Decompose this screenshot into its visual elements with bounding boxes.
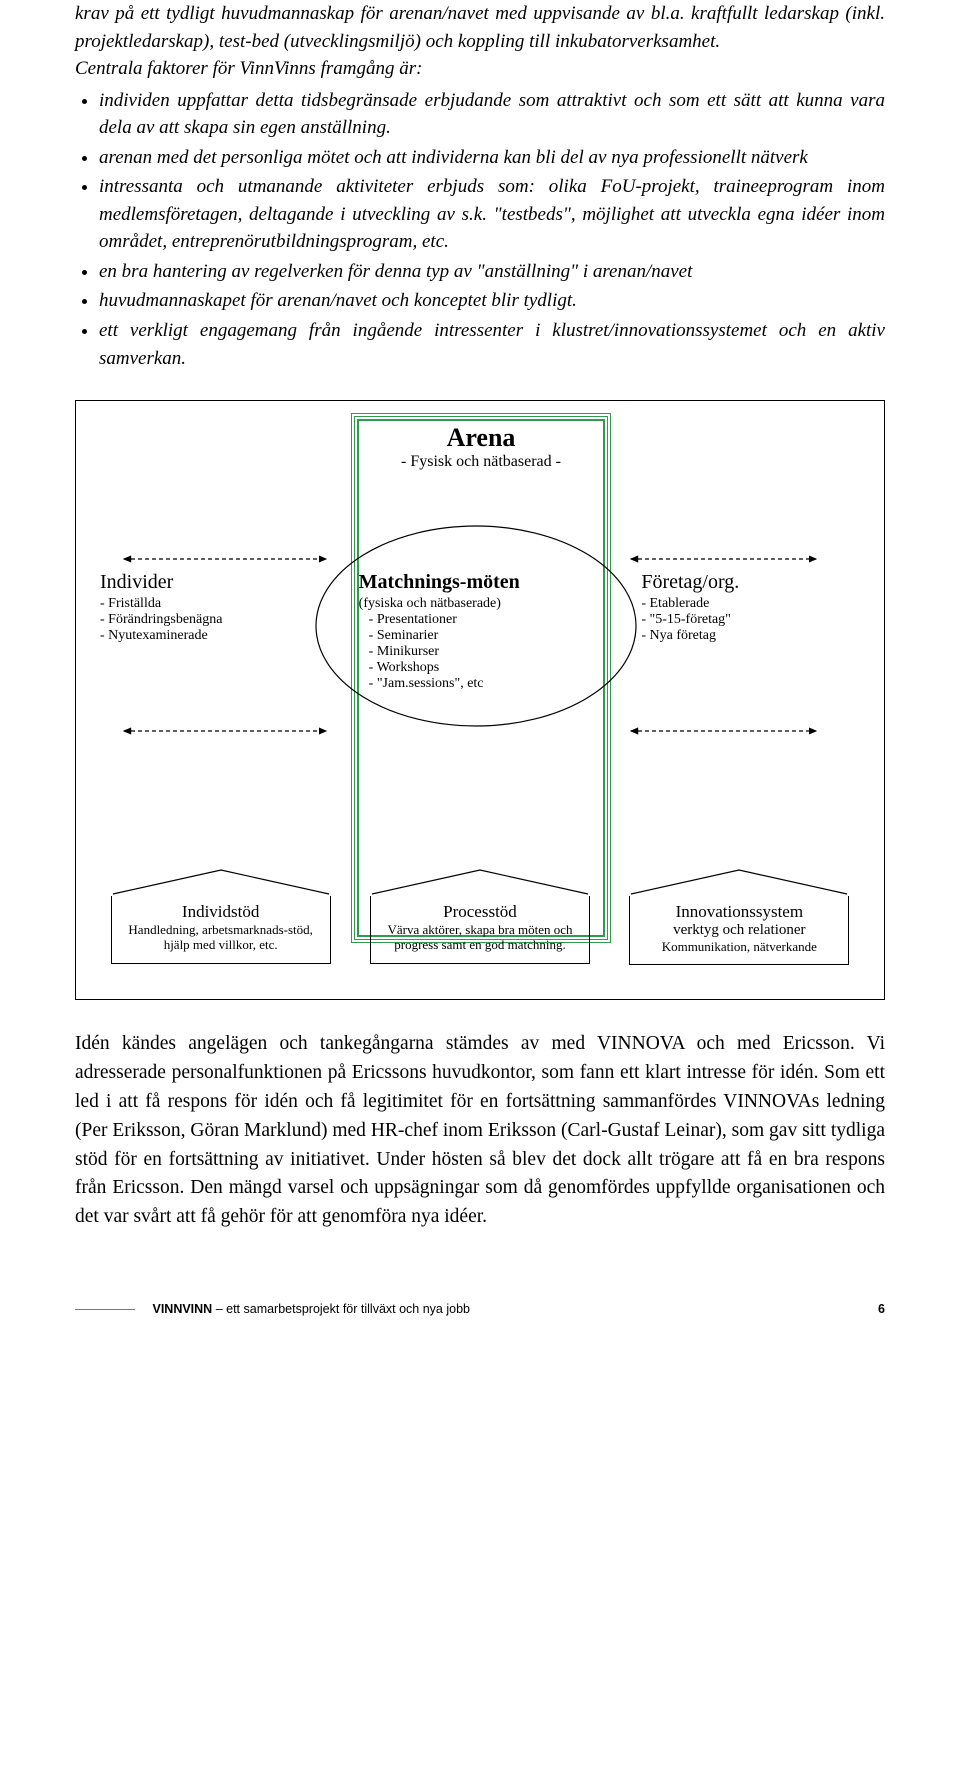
after-paragraph: Idén kändes angelägen och tankegångarna … xyxy=(75,1030,885,1232)
bullet-item: en bra hantering av regelverken för denn… xyxy=(99,258,885,286)
bullet-item: ett verkligt engagemang från ingående in… xyxy=(99,317,885,372)
page-footer: VINNVINN – ett samarbetsprojekt för till… xyxy=(75,1302,885,1316)
footer-project-bold: VINNVINN xyxy=(152,1302,212,1316)
individer-column: Individer Friställda Förändringsbenägna … xyxy=(100,571,319,644)
foretag-item: Etablerade xyxy=(641,596,860,612)
matchning-item: Seminarier xyxy=(369,628,612,644)
arena-heading: Arena - Fysisk och nätbaserad - xyxy=(351,423,611,471)
house-title: Innovationssystem xyxy=(638,902,840,922)
matchning-subtitle: (fysiska och nätbaserade) xyxy=(359,596,612,612)
house-desc: Värva aktörer, skapa bra möten och progr… xyxy=(379,922,581,953)
matchning-title: Matchnings-möten xyxy=(359,571,612,594)
matchning-item: Presentationer xyxy=(369,612,612,628)
house-desc: Handledning, arbetsmarknads-stöd, hjälp … xyxy=(120,922,322,953)
foretag-item: "5-15-företag" xyxy=(641,612,860,628)
individer-title: Individer xyxy=(100,571,319,594)
foretag-item: Nya företag xyxy=(641,628,860,644)
arena-subtitle: - Fysisk och nätbaserad - xyxy=(351,453,611,471)
roof-icon xyxy=(629,866,849,896)
house-processtod: Processtöd Värva aktörer, skapa bra möte… xyxy=(370,866,590,966)
house-title: Individstöd xyxy=(120,902,322,922)
bullet-item: huvudmannaskapet för arenan/navet och ko… xyxy=(99,287,885,315)
bullet-item: arenan med det personliga mötet och att … xyxy=(99,144,885,172)
bullet-list: individen uppfattar detta tidsbegränsade… xyxy=(75,87,885,372)
intro-paragraph-1: krav på ett tydligt huvudmannaskap för a… xyxy=(75,0,885,55)
page-number: 6 xyxy=(878,1302,885,1316)
house-title: Processtöd xyxy=(379,902,581,922)
individer-item: Förändringsbenägna xyxy=(100,612,319,628)
house-innovation: Innovationssystem verktyg och relationer… xyxy=(629,866,849,966)
matchning-item: Workshops xyxy=(369,660,612,676)
individer-item: Friställda xyxy=(100,596,319,612)
house-individstod: Individstöd Handledning, arbetsmarknads-… xyxy=(111,866,331,966)
matchning-column: Matchnings-möten (fysiska och nätbaserad… xyxy=(319,571,612,692)
foretag-column: Företag/org. Etablerade "5-15-företag" N… xyxy=(611,571,860,644)
bullet-item: intressanta och utmanande aktiviteter er… xyxy=(99,173,885,256)
arena-diagram: Arena - Fysisk och nätbaserad - xyxy=(75,400,885,1000)
roof-icon xyxy=(111,866,331,896)
footer-project-rest: – ett samarbetsprojekt för tillväxt och … xyxy=(212,1302,470,1316)
arena-title-text: Arena xyxy=(351,423,611,453)
bullet-item: individen uppfattar detta tidsbegränsade… xyxy=(99,87,885,142)
roof-icon xyxy=(370,866,590,896)
house-subtitle: verktyg och relationer xyxy=(638,922,840,939)
intro-paragraph-2: Centrala faktorer för VinnVinns framgång… xyxy=(75,55,885,83)
house-desc: Kommunikation, nätverkande xyxy=(638,939,840,955)
individer-item: Nyutexaminerade xyxy=(100,628,319,644)
matchning-item: "Jam.sessions", etc xyxy=(369,676,612,692)
matchning-item: Minikurser xyxy=(369,644,612,660)
foretag-title: Företag/org. xyxy=(641,571,860,594)
